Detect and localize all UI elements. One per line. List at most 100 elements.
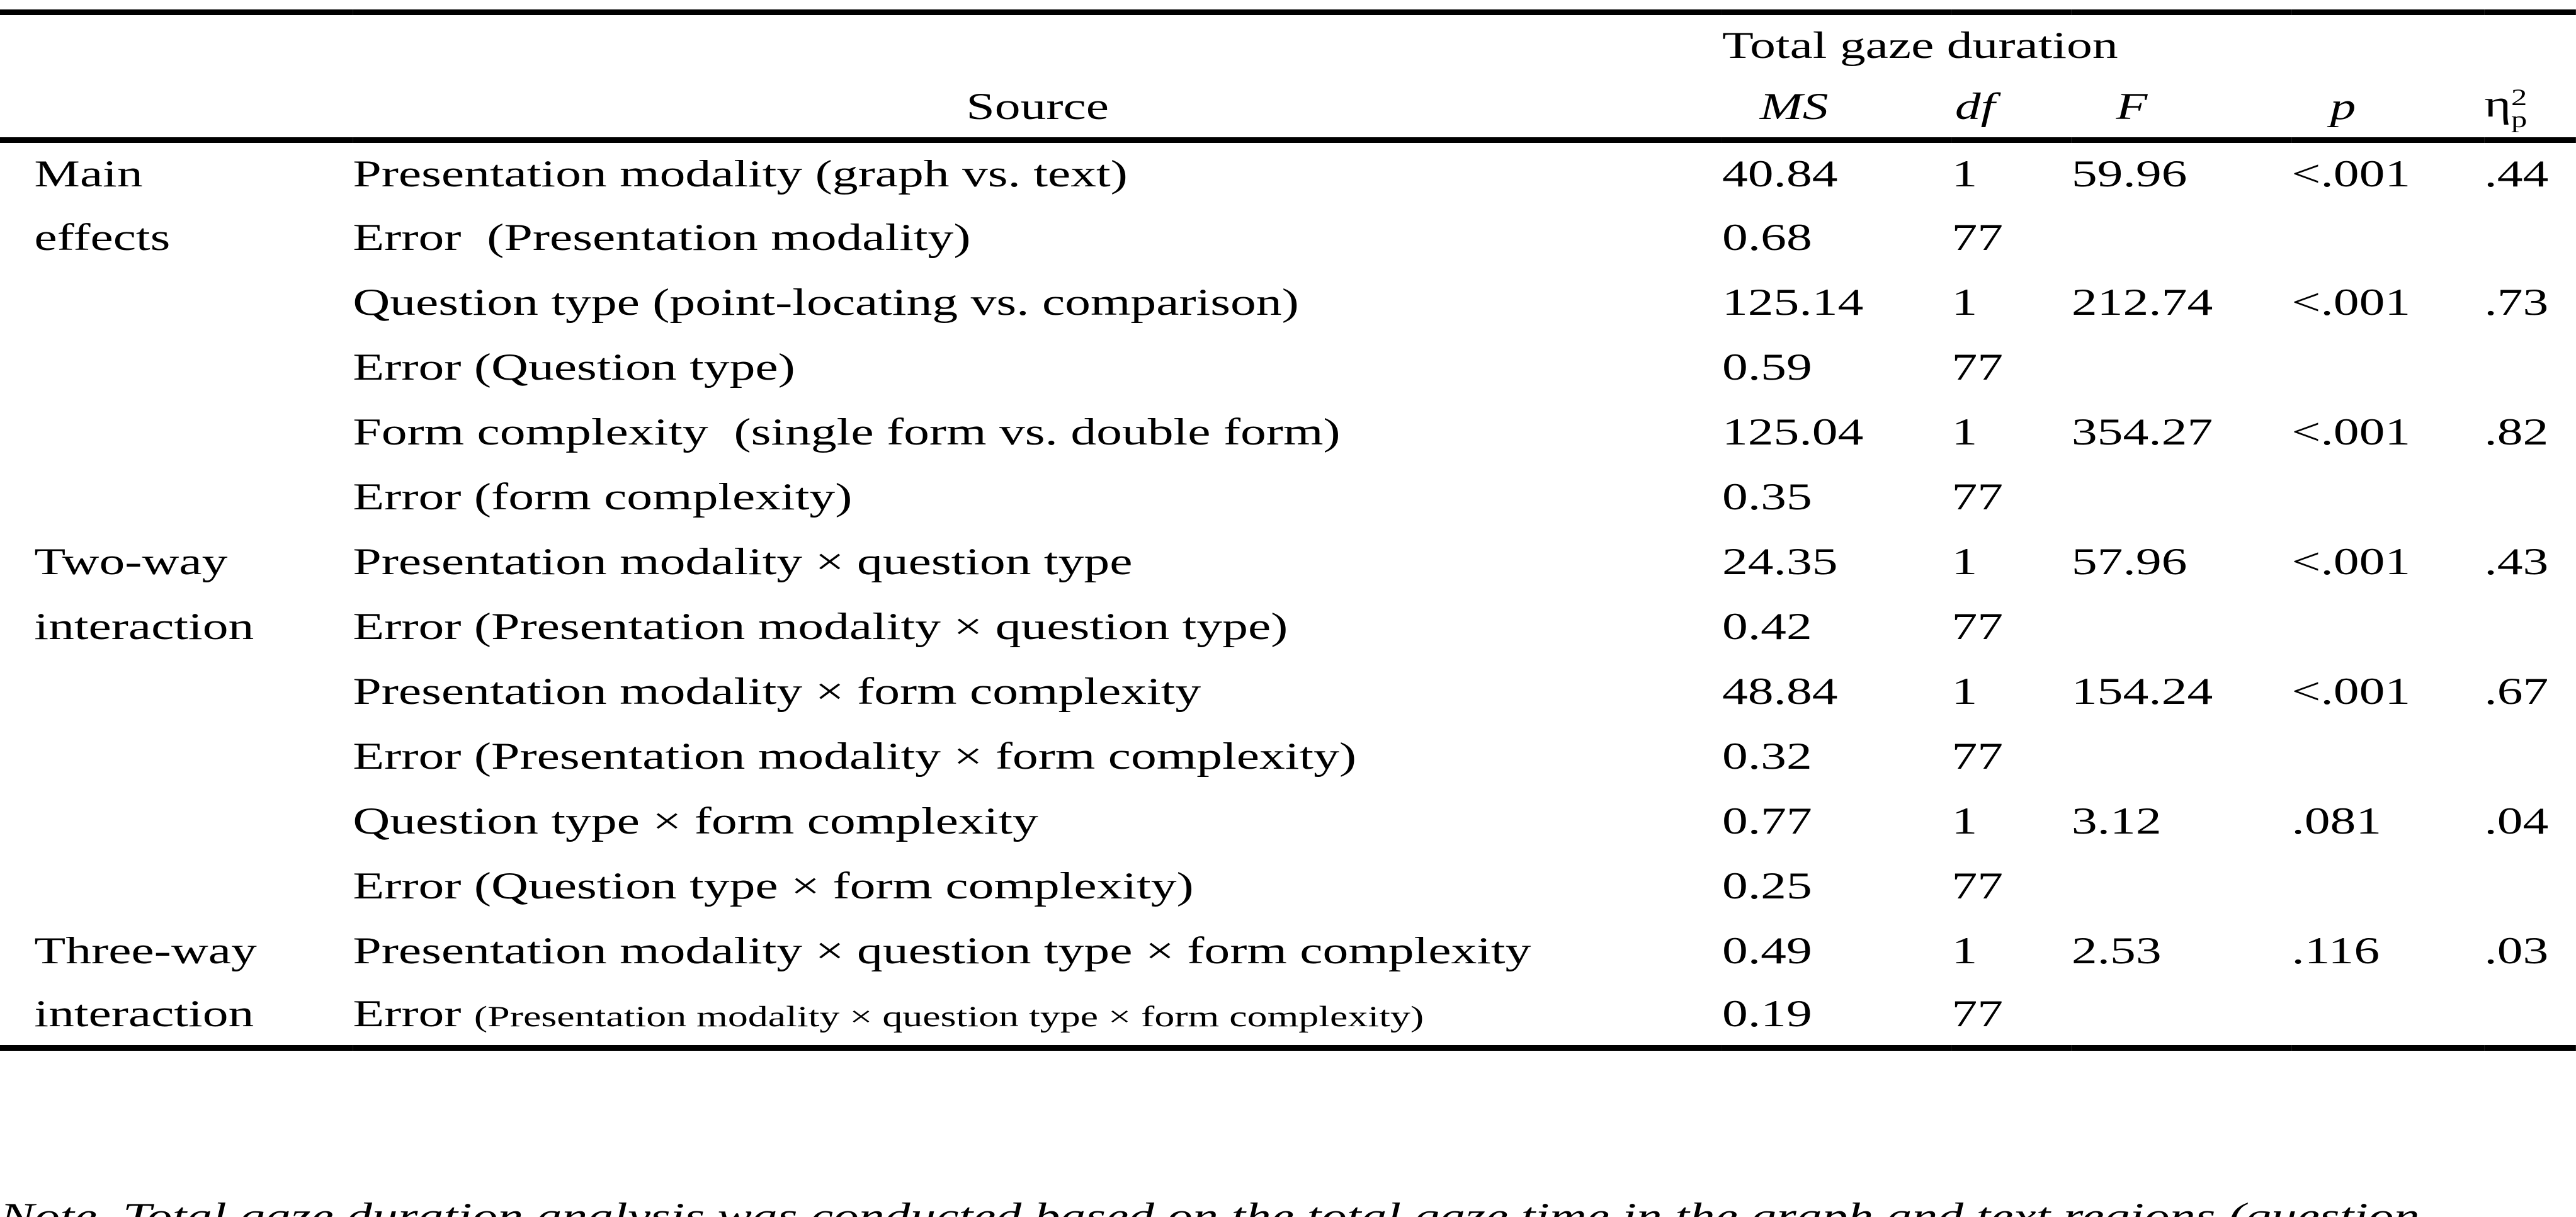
df-value: 77	[1951, 216, 2004, 258]
eta-value: .73	[2484, 281, 2549, 323]
ms-column-header: MS	[1759, 86, 1829, 128]
eta-superscript: 2	[2511, 84, 2528, 111]
eta-value	[2484, 983, 2576, 1048]
f-value	[2072, 465, 2292, 529]
effect-group-label	[0, 400, 353, 465]
source-text: Presentation modality × form complexity	[353, 670, 1201, 712]
f-value: 3.12	[2071, 800, 2162, 842]
ms-value: 0.35	[1722, 475, 1812, 518]
spanner-spacer	[0, 13, 1722, 77]
eta-symbol: η	[2484, 83, 2512, 125]
p-value	[2291, 983, 2484, 1048]
source-text: Question type × form complexity	[353, 800, 1038, 842]
table-row: Error (form complexity) 0.35 77	[0, 465, 2576, 529]
source-cell: Question type (point-locating vs. compar…	[353, 270, 1722, 335]
table-row: Two-way Presentation modality × question…	[0, 529, 2576, 594]
source-text: Presentation modality × question type × …	[353, 929, 1531, 971]
source-text: Error (Presentation modality × question …	[353, 605, 1288, 647]
source-text: Question type (point-locating vs. compar…	[353, 281, 1299, 323]
p-value: .116	[2291, 929, 2380, 971]
p-value	[2291, 205, 2484, 270]
effect-group-label: effects	[34, 216, 171, 258]
source-cell: Error (Presentation modality × question …	[353, 594, 1722, 659]
source-cell: Presentation modality × form complexity	[353, 659, 1722, 724]
effect-group-label	[0, 724, 353, 789]
table-row: interaction Error (Presentation modality…	[0, 594, 2576, 659]
effect-group-label	[0, 335, 353, 400]
eta-value: .43	[2484, 540, 2549, 582]
note-line-1: Note. Total gaze duration analysis was c…	[0, 1196, 2420, 1217]
f-value	[2072, 854, 2292, 919]
effect-group-label: interaction	[34, 605, 254, 647]
df-value: 1	[1951, 410, 1978, 453]
ms-value: 0.25	[1722, 864, 1812, 907]
p-value: <.001	[2291, 410, 2411, 453]
effect-group-label	[0, 659, 353, 724]
source-column-header: Source	[966, 86, 1109, 128]
effect-group-label: Three-way	[34, 929, 257, 971]
source-text-small: (Presentation modality × question type ×…	[474, 1000, 1424, 1034]
eta-value	[2484, 465, 2576, 529]
table-row: interaction Error (Presentation modality…	[0, 983, 2576, 1048]
eta-value	[2484, 724, 2576, 789]
p-value: <.001	[2291, 540, 2411, 582]
source-text: Error (form complexity)	[353, 475, 853, 518]
df-value: 1	[1951, 800, 1978, 842]
f-value: 212.74	[2071, 281, 2213, 323]
p-value	[2291, 724, 2484, 789]
p-value: .081	[2291, 800, 2382, 842]
effect-group-label	[0, 465, 353, 529]
effect-group-label	[0, 854, 353, 919]
effect-group-label	[0, 270, 353, 335]
ms-value: 125.04	[1722, 410, 1864, 453]
source-cell: Error (Presentation modality)	[353, 205, 1722, 270]
effect-group-label	[0, 789, 353, 854]
source-text: Presentation modality × question type	[353, 540, 1133, 582]
table-row: Question type × form complexity 0.77 1 3…	[0, 789, 2576, 854]
ms-value: 0.68	[1722, 216, 1812, 258]
source-cell: Form complexity (single form vs. double …	[353, 400, 1722, 465]
ms-value: 24.35	[1722, 540, 1838, 582]
spanner-row: Total gaze duration	[0, 13, 2576, 77]
ms-value: 48.84	[1722, 670, 1838, 712]
df-value: 77	[1951, 346, 2004, 388]
eta-value: .82	[2484, 410, 2549, 453]
eta-value: .04	[2484, 800, 2549, 842]
df-value: 1	[1951, 540, 1978, 582]
table-row: Presentation modality × form complexity …	[0, 659, 2576, 724]
ms-value: 125.14	[1722, 281, 1864, 323]
ms-value: 0.77	[1722, 800, 1812, 842]
f-column-header: F	[2116, 86, 2148, 128]
ms-value: 0.49	[1722, 929, 1812, 971]
source-text: Presentation modality (graph vs. text)	[353, 152, 1128, 195]
f-value: 2.53	[2071, 929, 2162, 971]
f-value: 59.96	[2071, 152, 2187, 195]
source-cell: Error (Question type × form complexity)	[353, 854, 1722, 919]
effect-group-label: Main	[34, 152, 143, 195]
table-note: Note. Total gaze duration analysis was c…	[0, 1062, 2576, 1217]
eta-value	[2484, 594, 2576, 659]
source-cell: Question type × form complexity	[353, 789, 1722, 854]
table-row: Question type (point-locating vs. compar…	[0, 270, 2576, 335]
source-cell: Error (Presentation modality × question …	[353, 983, 1722, 1048]
f-value	[2072, 205, 2292, 270]
table-row: Error (Question type × form complexity) …	[0, 854, 2576, 919]
df-value: 77	[1951, 993, 2004, 1035]
table-row: Main Presentation modality (graph vs. te…	[0, 140, 2576, 205]
f-value	[2072, 724, 2292, 789]
p-value: <.001	[2291, 670, 2411, 712]
source-cell: Presentation modality (graph vs. text)	[353, 140, 1722, 205]
eta-value	[2484, 335, 2576, 400]
p-value: <.001	[2291, 281, 2411, 323]
source-text: Error	[353, 993, 474, 1035]
ms-value: 40.84	[1722, 152, 1838, 195]
eta-value: .03	[2484, 929, 2549, 971]
effect-group-label: Two-way	[34, 540, 228, 582]
df-value: 77	[1951, 735, 2004, 777]
f-value	[2072, 335, 2292, 400]
eta-value: .44	[2484, 152, 2549, 195]
